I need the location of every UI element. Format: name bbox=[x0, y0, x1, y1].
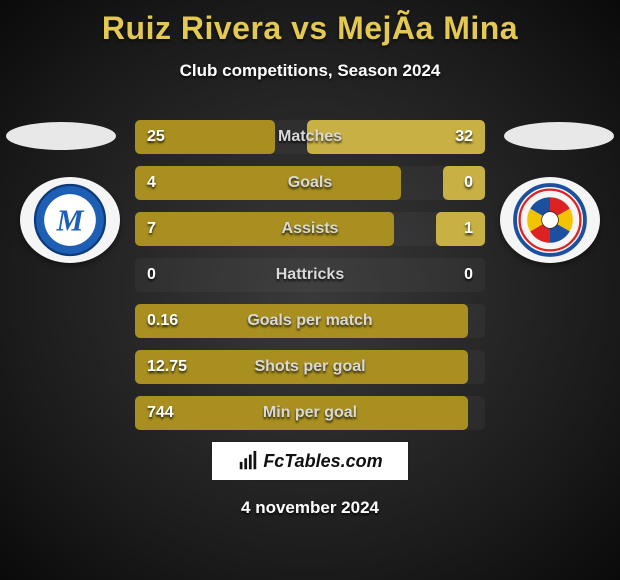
stat-row: 40Goals bbox=[135, 166, 485, 200]
source-badge: FcTables.com bbox=[210, 440, 410, 482]
stat-row: 12.75Shots per goal bbox=[135, 350, 485, 384]
stat-bar-left bbox=[135, 166, 401, 200]
player-photo-left bbox=[6, 122, 116, 150]
stat-row: 2532Matches bbox=[135, 120, 485, 154]
comparison-subtitle: Club competitions, Season 2024 bbox=[0, 61, 620, 81]
stat-value-left: 0.16 bbox=[135, 304, 190, 338]
stat-row: 744Min per goal bbox=[135, 396, 485, 430]
stat-value-left: 12.75 bbox=[135, 350, 199, 384]
stat-value-right: 0 bbox=[452, 258, 485, 292]
stat-bars-container: 2532Matches40Goals71Assists00Hattricks0.… bbox=[135, 120, 485, 442]
club-badge-left: M bbox=[20, 177, 120, 263]
stat-row: 0 0Hattricks bbox=[135, 258, 485, 292]
source-label: FcTables.com bbox=[263, 451, 382, 472]
stat-bar-left bbox=[135, 212, 394, 246]
svg-text:M: M bbox=[55, 204, 84, 238]
stat-row: 71Assists bbox=[135, 212, 485, 246]
deportivo-pasto-icon bbox=[512, 182, 588, 258]
stat-value-right: 32 bbox=[443, 120, 485, 154]
stat-value-left: 0 bbox=[135, 258, 168, 292]
stat-value-left: 744 bbox=[135, 396, 186, 430]
chart-icon bbox=[237, 450, 259, 472]
comparison-title: Ruiz Rivera vs MejÃ­a Mina bbox=[0, 0, 620, 47]
stat-value-left: 7 bbox=[135, 212, 168, 246]
stat-row: 0.16Goals per match bbox=[135, 304, 485, 338]
millonarios-icon: M bbox=[32, 182, 108, 258]
club-badge-right bbox=[500, 177, 600, 263]
player-photo-right bbox=[504, 122, 614, 150]
footer-date: 4 november 2024 bbox=[0, 498, 620, 518]
stat-value-left: 25 bbox=[135, 120, 177, 154]
stat-value-right: 1 bbox=[452, 212, 485, 246]
stat-label: Hattricks bbox=[135, 258, 485, 292]
stat-value-left: 4 bbox=[135, 166, 168, 200]
stat-value-right: 0 bbox=[452, 166, 485, 200]
